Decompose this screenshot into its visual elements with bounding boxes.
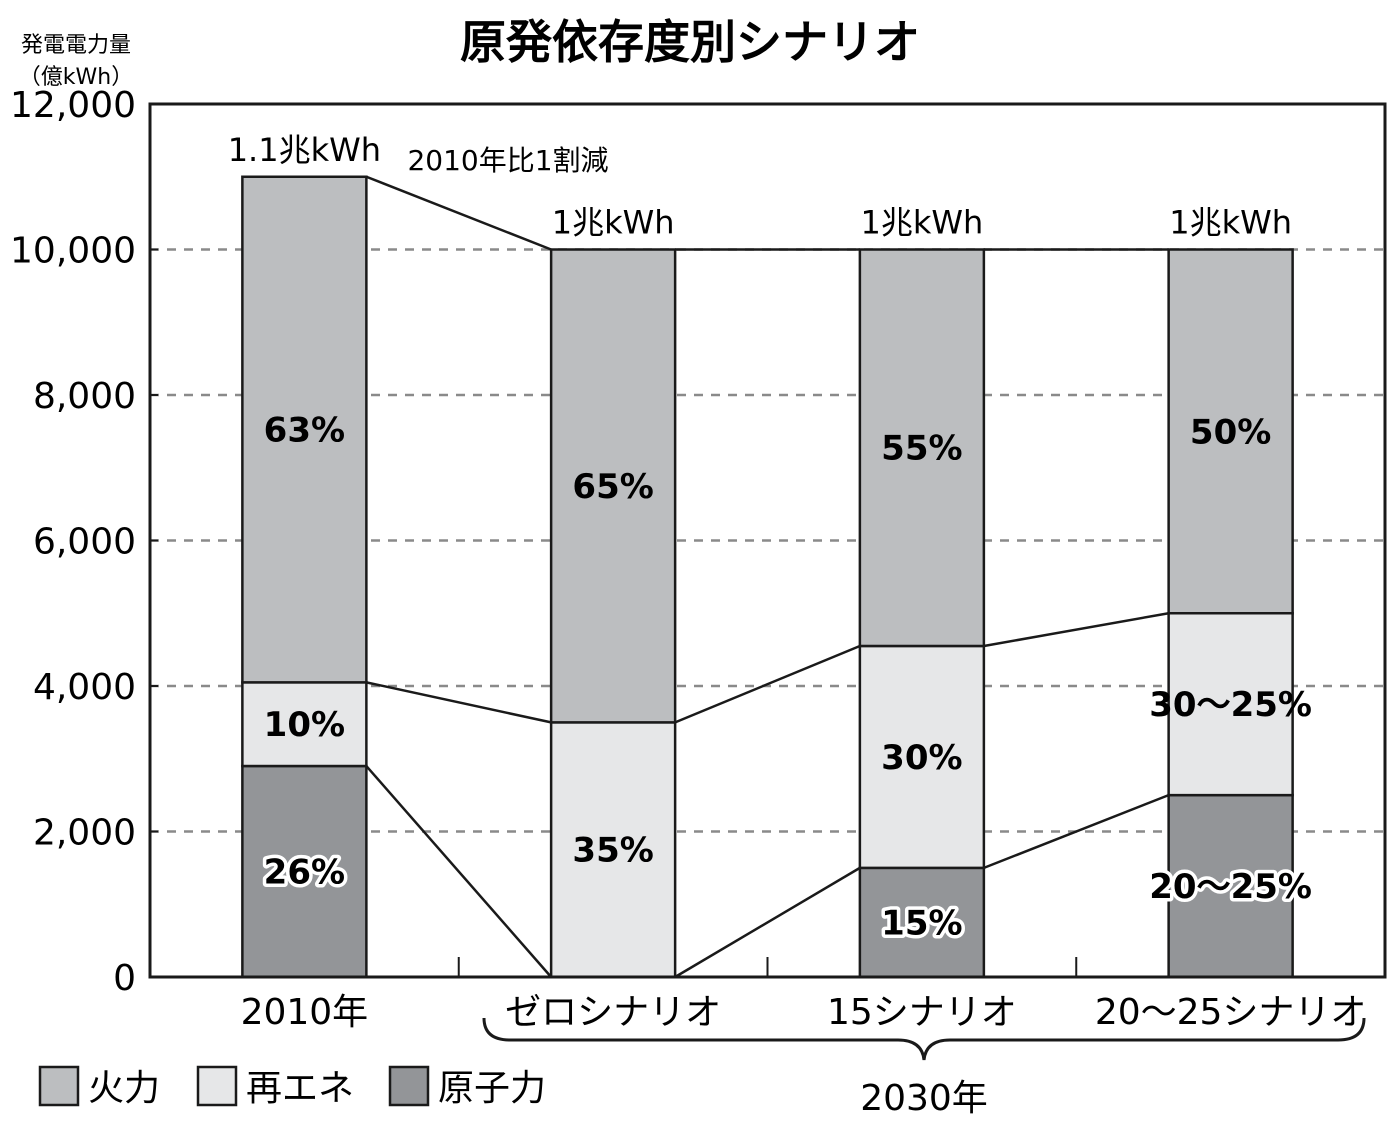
annotation-decrease: 2010年比1割減 [407,144,608,177]
chart-title: 原発依存度別シナリオ [460,15,920,69]
data-label: 20～25% [1149,867,1312,907]
y-axis-label: 発電電力量 [21,33,131,58]
data-label: 50% [1190,412,1271,452]
bar-segment [1167,612,1294,797]
y-tick-label: 0 [113,958,136,999]
data-label: 26% [264,853,345,893]
bar-segment [549,721,677,979]
group-brace [482,1017,1366,1061]
data-label: 55% [881,429,962,469]
data-label: 30% [881,738,962,778]
legend-swatch [388,1065,430,1107]
y-tick-label: 10,000 [10,231,136,272]
bar-segment [241,681,368,768]
y-tick-label: 8,000 [33,376,136,417]
total-label: 1兆kWh [1169,204,1292,242]
bar-labels: 26% 10% 63% 1.1兆kWh 35% 65% 1兆kWh 15% 30% 55% 1兆kW… [228,131,1316,947]
connector-line [983,793,1170,870]
axes: 0 2,000 4,000 6,000 8,000 10,000 12,000 2010年 ゼロ… [10,85,1366,1033]
y-tick-label: 2,000 [33,813,136,854]
data-label: 15% [881,903,962,943]
data-label: 10% [264,705,345,745]
legend-label: 原子力 [438,1068,546,1109]
y-tick-label: 6,000 [33,522,136,563]
bar-segment [1167,793,1294,979]
connector-line [674,866,861,979]
x-tick-label: 20～25シナリオ [1095,992,1367,1033]
bars [241,175,1294,979]
bar-segment [858,644,986,870]
legend-label: 火力 [88,1068,160,1109]
legend-label: 再エネ [246,1068,354,1109]
bar-segment [241,175,368,684]
legend-swatch [196,1065,238,1107]
x-tick-label: 2010年 [241,992,369,1033]
y-tick-label: 4,000 [33,667,136,708]
connector-line [366,681,552,724]
y-axis-unit: （億kWh） [19,65,133,90]
legend: 火力 再エネ 原子力 [38,1065,546,1109]
total-label: 1兆kWh [860,204,983,242]
connector-line [365,765,553,978]
connector-line [983,612,1169,648]
legend-swatch [38,1065,80,1107]
x-tick-label: ゼロシナリオ [505,992,721,1033]
group-label-2030: 2030年 [860,1078,988,1119]
bar-segment [1167,248,1294,615]
data-label: 65% [572,467,653,507]
data-label: 35% [572,831,653,871]
x-tick-label: 15シナリオ [827,992,1017,1033]
total-label: 1兆kWh [552,204,675,242]
bar-segment [241,764,368,979]
bar-segment [549,248,677,724]
data-label: 63% [264,411,345,451]
bar-segment [858,248,986,648]
connector-line [365,175,552,251]
connector-line [674,644,861,724]
stack-connectors [365,175,1170,979]
y-tick-label: 12,000 [10,85,136,126]
data-label: 30～25% [1149,685,1312,725]
bar-segment [858,866,986,979]
total-label: 1.1兆kWh [228,131,381,169]
